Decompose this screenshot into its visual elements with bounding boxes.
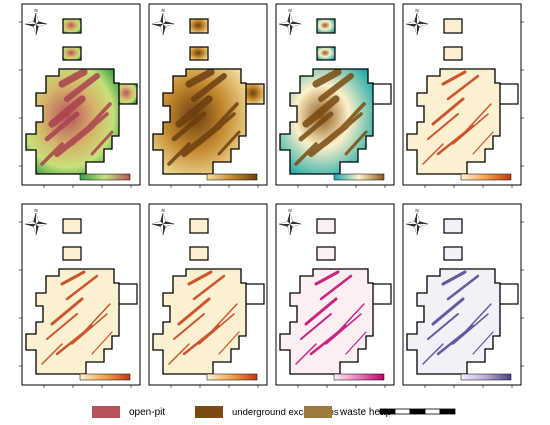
map-panel: N [402, 203, 524, 388]
svg-text:N: N [161, 8, 164, 13]
colorbar [333, 373, 385, 381]
map-panel: N [148, 3, 268, 188]
north-arrow-compass-icon: N [24, 8, 48, 36]
mining-area-1 [316, 18, 336, 34]
map-panel: N [275, 3, 395, 188]
mining-area-4 [153, 269, 246, 374]
svg-text:N: N [34, 208, 37, 213]
map-panel: N [19, 3, 141, 188]
excavation-features [422, 70, 494, 165]
map-panels: N N N N N N N N [19, 3, 524, 388]
mining-area-1 [62, 218, 82, 234]
mining-area-3 [116, 83, 138, 105]
map-panel: N [19, 203, 141, 388]
excavation-features [167, 69, 241, 166]
svg-text:N: N [34, 8, 37, 13]
legend-label-waste-heap: waste heap [339, 407, 392, 418]
svg-text:N: N [288, 8, 291, 13]
mining-area-3 [497, 83, 519, 105]
mining-area-4 [407, 269, 500, 374]
mining-area-1 [189, 18, 209, 34]
legend-swatch-waste-heap [304, 406, 332, 418]
mining-area-1 [443, 218, 463, 234]
scale-segment [409, 408, 426, 415]
mining-area-4 [26, 269, 119, 374]
mining-area-2 [62, 46, 82, 61]
mining-area-2 [443, 46, 463, 61]
scale-segment [379, 408, 396, 415]
excavation-features [294, 69, 368, 166]
mining-area-4 [280, 269, 373, 374]
mining-area-2 [316, 46, 336, 61]
mining-area-3 [243, 283, 265, 305]
north-arrow-compass-icon: N [405, 208, 429, 236]
mining-area-2 [189, 46, 209, 61]
mining-area-1 [189, 218, 209, 234]
mining-area-2 [189, 246, 209, 261]
scale-segment [394, 408, 411, 415]
map-panel: N [402, 3, 524, 188]
scale-bar [379, 408, 456, 415]
north-arrow-compass-icon: N [24, 208, 48, 236]
figure-legend: open-pit underground excavations waste h… [92, 406, 392, 418]
north-arrow-compass-icon: N [151, 8, 175, 36]
mining-area-4 [407, 69, 500, 174]
legend-label-open-pit: open-pit [129, 407, 165, 418]
excavation-features [422, 270, 494, 365]
mining-area-3 [497, 283, 519, 305]
mining-area-2 [62, 246, 82, 261]
mining-area-3 [370, 283, 392, 305]
legend-label-underground-excavations: underground excavations [232, 407, 339, 418]
colorbar [206, 373, 258, 381]
scale-segment [439, 408, 456, 415]
excavation-features [41, 270, 113, 365]
excavation-features [40, 69, 114, 166]
excavation-features [168, 270, 240, 365]
north-arrow-compass-icon: N [405, 8, 429, 36]
svg-text:N: N [415, 208, 418, 213]
svg-text:N: N [161, 208, 164, 213]
mining-area-2 [316, 246, 336, 261]
mining-area-2 [443, 246, 463, 261]
colorbar [460, 373, 512, 381]
mining-area-1 [62, 18, 82, 34]
colorbar [79, 173, 131, 181]
colorbar [206, 173, 258, 181]
mining-area-3 [243, 83, 265, 105]
colorbar [79, 373, 131, 381]
north-arrow-compass-icon: N [151, 208, 175, 236]
colorbar [460, 173, 512, 181]
mining-area-3 [116, 283, 138, 305]
north-arrow-compass-icon: N [278, 8, 302, 36]
svg-text:N: N [415, 8, 418, 13]
svg-text:N: N [288, 208, 291, 213]
legend-swatch-underground-excavations [195, 406, 223, 418]
map-panel: N [275, 203, 395, 388]
scale-segment [424, 408, 441, 415]
colorbar [333, 173, 385, 181]
north-arrow-compass-icon: N [278, 208, 302, 236]
legend-swatch-open-pit [92, 406, 120, 418]
excavation-features [295, 270, 367, 365]
mining-area-1 [316, 218, 336, 234]
map-panel: N [148, 203, 268, 388]
mining-area-1 [443, 18, 463, 34]
mining-area-3 [370, 83, 392, 105]
